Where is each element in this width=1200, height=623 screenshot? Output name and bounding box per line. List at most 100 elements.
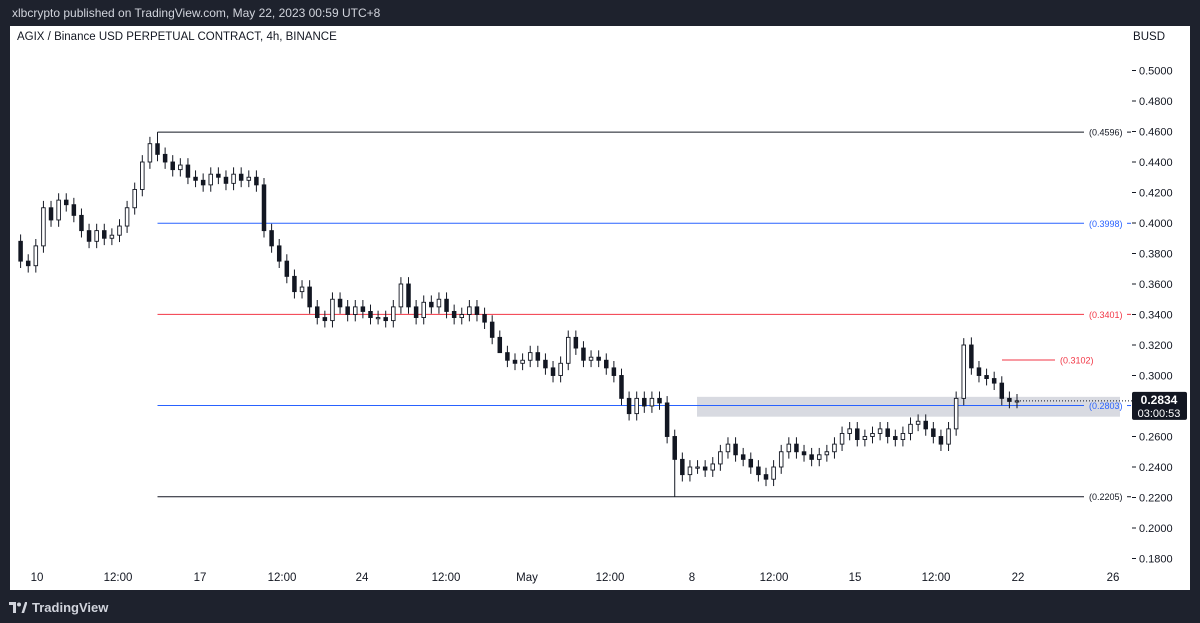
candle-body	[816, 454, 822, 460]
candle-body	[573, 336, 579, 349]
candle-body	[56, 199, 61, 221]
y-tick-label: 0.3400	[1139, 310, 1173, 322]
brand-text: TradingView	[32, 600, 109, 615]
last-price-tag[interactable]	[1132, 391, 1187, 420]
candle-body	[718, 451, 723, 465]
candle-body	[604, 359, 609, 369]
candle-body	[33, 245, 39, 267]
candle-body	[740, 454, 746, 460]
price-chart[interactable]: (0.4596) (0.3998) (0.3401) (0.3102) (0.2803)…	[10, 26, 1190, 590]
candle-body	[330, 298, 335, 322]
candle-body	[200, 179, 206, 186]
candle-body	[345, 306, 350, 315]
y-tick-label: 0.2600	[1139, 432, 1173, 444]
y-tick-label: 0.2000	[1139, 523, 1173, 535]
candle-body	[360, 306, 366, 312]
level-label: (0.3102)	[1060, 355, 1094, 365]
candle-body	[961, 344, 967, 399]
candle-body	[527, 352, 533, 361]
candle-body	[748, 458, 754, 468]
candle-body	[109, 234, 115, 239]
candle-body	[1007, 397, 1012, 402]
level-label: (0.2205)	[1089, 492, 1123, 502]
currency-label: BUSD	[1133, 31, 1165, 43]
candle-body	[900, 433, 906, 441]
candle-body	[505, 352, 510, 361]
tradingview-logo[interactable]: TradingView	[9, 600, 108, 615]
candle-body	[254, 176, 259, 186]
y-tick-label: 0.4400	[1139, 157, 1173, 169]
candle-body	[246, 176, 252, 181]
candle-body	[801, 451, 807, 456]
candle-body	[893, 436, 898, 440]
y-tick-label: 0.3800	[1139, 249, 1173, 261]
candle-body	[307, 286, 312, 308]
candle-body	[588, 356, 594, 361]
candle-body	[18, 240, 23, 262]
candle-body	[322, 317, 328, 322]
candle-body	[809, 454, 814, 460]
candle-body	[451, 311, 457, 319]
candle-body	[223, 176, 229, 184]
candle-body	[124, 207, 130, 227]
level-label: (0.2803)	[1089, 401, 1123, 411]
x-tick-label: 24	[356, 572, 369, 584]
candle-body	[984, 375, 989, 379]
candle-body	[444, 298, 449, 312]
level-label: (0.3998)	[1089, 219, 1123, 229]
candle-body	[276, 245, 282, 262]
x-tick-label: 12:00	[268, 572, 297, 584]
candle-body	[261, 184, 267, 232]
candle-body	[786, 443, 792, 453]
x-tick-label: 12:00	[922, 572, 951, 584]
x-tick-label: 10	[31, 572, 44, 584]
candle-body	[565, 336, 571, 364]
candle-body	[642, 397, 647, 407]
candle-body	[193, 176, 198, 181]
candle-body	[71, 204, 77, 216]
x-tick-label: 22	[1012, 572, 1025, 584]
publish-line: xlbcrypto published on TradingView.com, …	[12, 6, 381, 20]
candle-body	[391, 306, 396, 322]
footer: TradingView	[0, 590, 1200, 623]
symbol-title[interactable]: AGIX / Binance USD PERPETUAL CONTRACT, 4…	[17, 31, 337, 43]
candle-body	[284, 260, 290, 277]
candle-body	[581, 347, 586, 361]
y-tick-label: 0.5000	[1139, 66, 1173, 78]
last-price-value: 0.2834	[1141, 393, 1178, 407]
candle-body	[368, 311, 373, 319]
y-tick-label: 0.4800	[1139, 96, 1173, 108]
candle-body	[862, 436, 868, 440]
candle-body	[794, 443, 799, 453]
candle-body	[459, 314, 465, 318]
candle-body	[375, 317, 381, 320]
candle-body	[733, 443, 738, 456]
y-tick-label: 0.4600	[1139, 127, 1173, 139]
candle-body	[931, 428, 936, 437]
candle-body	[855, 428, 860, 441]
candle-body	[877, 428, 883, 434]
candle-body	[915, 420, 921, 425]
candle-body	[946, 428, 951, 445]
candle-body	[657, 397, 662, 404]
candle-body	[421, 301, 426, 318]
candle-body	[436, 298, 442, 308]
x-tick-label: 26	[1107, 572, 1120, 584]
candle-body	[467, 306, 472, 315]
candle-body	[482, 314, 487, 323]
candle-body	[969, 344, 974, 369]
candle-body	[474, 306, 480, 315]
candle-body	[550, 367, 556, 376]
chart-panel[interactable]: (0.4596) (0.3998) (0.3401) (0.3102) (0.2803)…	[10, 26, 1190, 590]
y-tick-label: 0.3200	[1139, 340, 1173, 352]
candle-body	[147, 143, 153, 163]
candle-body	[870, 433, 875, 437]
candle-body	[756, 466, 761, 476]
candle-body	[611, 367, 617, 376]
candle-body	[832, 443, 837, 453]
x-tick-label: 12:00	[104, 572, 133, 584]
support-zone	[697, 396, 1120, 417]
candle-body	[94, 230, 99, 242]
candle-body	[413, 306, 419, 319]
candle-body	[155, 143, 160, 155]
